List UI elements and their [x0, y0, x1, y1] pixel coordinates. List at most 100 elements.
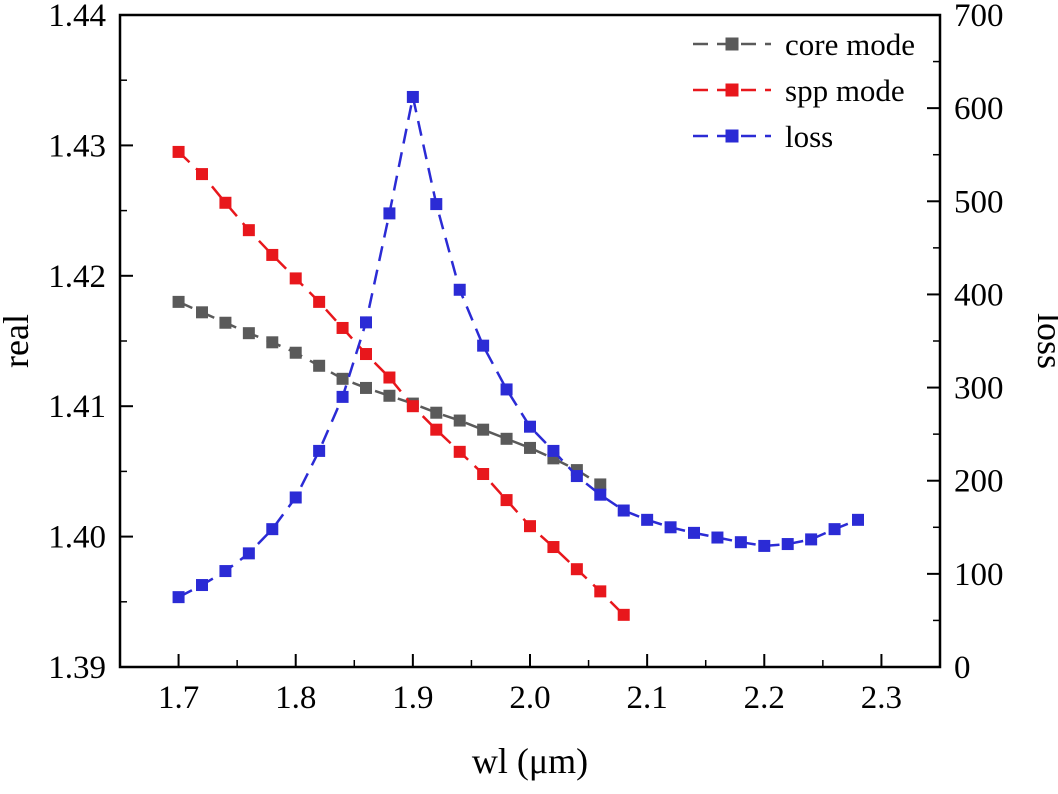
data-point-core-mode — [524, 441, 536, 454]
right-tick-label: 600 — [954, 91, 1004, 127]
data-point-loss — [734, 536, 747, 549]
data-point-spp-mode — [617, 608, 630, 621]
data-point-loss — [360, 316, 372, 329]
data-point-loss — [711, 531, 724, 544]
data-point-core-mode — [430, 406, 443, 419]
legend-label: spp mode — [785, 73, 905, 108]
right-axis-label: loss — [1030, 313, 1058, 369]
data-point-core-mode — [594, 478, 607, 491]
series-line-loss — [178, 96, 859, 599]
data-point-spp-mode — [219, 196, 232, 209]
data-point-core-mode — [289, 346, 302, 359]
x-tick-label: 1.8 — [275, 680, 316, 716]
legend-label: loss — [785, 119, 833, 154]
data-point-core-mode — [383, 389, 396, 402]
data-point-spp-mode — [242, 224, 255, 237]
x-axis-label: wl (μm) — [472, 741, 588, 781]
data-point-loss — [477, 339, 490, 352]
right-tick-label: 400 — [954, 277, 1004, 313]
left-tick-label: 1.42 — [48, 259, 106, 295]
data-point-core-mode — [196, 306, 208, 319]
data-point-core-mode — [477, 423, 490, 436]
data-point-spp-mode — [406, 400, 419, 413]
right-tick-label: 0 — [954, 650, 971, 686]
data-point-loss — [570, 470, 583, 483]
data-point-loss — [196, 579, 208, 592]
data-point-loss — [336, 390, 349, 403]
x-tick-label: 2.1 — [627, 680, 668, 716]
left-axis-label: real — [0, 314, 36, 368]
data-point-loss — [617, 504, 630, 517]
data-point-loss — [313, 444, 326, 457]
data-point-loss — [289, 491, 302, 504]
data-point-loss — [500, 383, 513, 396]
data-point-loss — [266, 523, 279, 536]
data-point-core-mode — [360, 381, 372, 394]
x-tick-label: 2.3 — [861, 680, 902, 716]
left-tick-label: 1.40 — [48, 520, 106, 556]
data-point-loss — [547, 444, 560, 457]
data-point-core-mode — [266, 336, 279, 349]
right-tick-label: 200 — [954, 464, 1004, 500]
data-point-core-mode — [172, 295, 185, 308]
data-point-spp-mode — [172, 145, 185, 158]
left-tick-label: 1.39 — [48, 650, 106, 686]
legend-marker — [725, 83, 739, 97]
data-point-spp-mode — [547, 541, 560, 554]
right-tick-label: 300 — [954, 371, 1004, 407]
data-point-loss — [406, 90, 419, 103]
plot-frame — [118, 13, 942, 669]
data-point-core-mode — [500, 432, 513, 445]
data-point-core-mode — [313, 359, 326, 372]
data-point-core-mode — [242, 327, 255, 340]
data-point-spp-mode — [266, 248, 279, 261]
data-point-spp-mode — [500, 494, 513, 507]
data-point-spp-mode — [196, 168, 208, 181]
data-point-loss — [172, 591, 185, 604]
data-point-spp-mode — [383, 371, 396, 384]
data-point-spp-mode — [453, 445, 466, 458]
legend-marker — [725, 37, 739, 51]
data-point-loss — [383, 207, 396, 220]
legend-marker — [725, 129, 739, 143]
data-point-spp-mode — [336, 321, 349, 334]
data-point-loss — [242, 547, 255, 560]
data-point-spp-mode — [289, 272, 302, 285]
left-tick-label: 1.43 — [48, 128, 106, 164]
data-point-spp-mode — [360, 348, 372, 361]
data-point-loss — [641, 513, 654, 526]
data-point-loss — [781, 538, 794, 551]
x-tick-label: 2.0 — [509, 680, 550, 716]
data-point-spp-mode — [570, 563, 583, 576]
right-tick-label: 700 — [954, 0, 1004, 34]
data-point-loss — [594, 488, 607, 501]
data-point-loss — [852, 513, 864, 526]
x-tick-label: 1.9 — [392, 680, 433, 716]
right-tick-label: 500 — [954, 184, 1004, 220]
data-point-core-mode — [219, 316, 232, 329]
plot-layer: 1.7 1.8 1.9 2.0 2.1 2.2 2.3 1.39 1.40 1.41 1.42 1.4… — [48, 0, 1003, 716]
data-point-spp-mode — [477, 468, 490, 481]
data-point-loss — [453, 283, 466, 296]
left-tick-label: 1.44 — [48, 0, 106, 34]
data-point-loss — [828, 523, 841, 536]
data-point-spp-mode — [524, 520, 536, 533]
data-point-loss — [219, 565, 232, 578]
right-tick-label: 100 — [954, 557, 1004, 593]
data-point-loss — [688, 526, 700, 539]
legend-label: core mode — [785, 27, 915, 62]
x-tick-label: 2.2 — [744, 680, 785, 716]
data-point-spp-mode — [313, 295, 326, 308]
data-point-loss — [430, 198, 443, 211]
left-tick-label: 1.41 — [48, 389, 106, 425]
data-point-spp-mode — [430, 423, 443, 436]
data-point-loss — [524, 420, 536, 433]
data-point-core-mode — [453, 414, 466, 427]
data-point-loss — [805, 533, 818, 546]
data-point-spp-mode — [594, 585, 607, 598]
data-point-core-mode — [336, 372, 349, 385]
data-point-loss — [664, 521, 677, 534]
data-point-loss — [758, 539, 771, 552]
